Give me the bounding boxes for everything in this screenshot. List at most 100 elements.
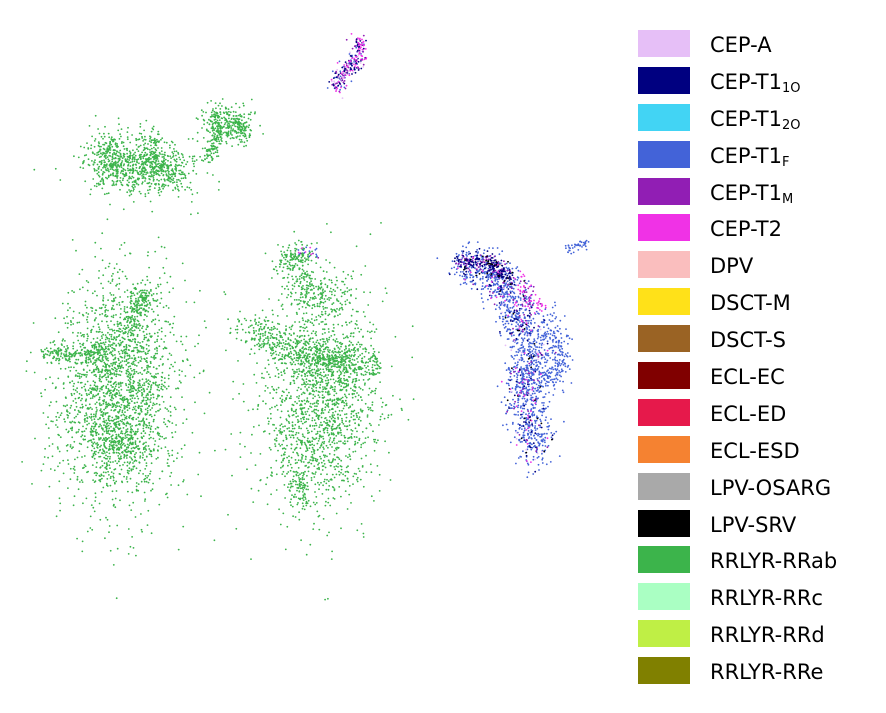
point xyxy=(123,418,126,421)
point xyxy=(133,156,136,159)
point xyxy=(133,354,135,357)
point xyxy=(155,149,158,152)
point xyxy=(121,160,124,162)
point xyxy=(104,439,107,442)
point xyxy=(170,471,173,474)
point xyxy=(90,388,93,391)
point xyxy=(55,419,58,421)
point xyxy=(157,434,160,436)
point xyxy=(232,115,235,117)
point xyxy=(99,378,101,381)
point xyxy=(67,366,70,369)
point xyxy=(212,142,215,145)
point xyxy=(354,427,357,430)
point xyxy=(131,458,134,461)
point xyxy=(217,128,220,130)
point xyxy=(172,287,175,290)
point xyxy=(338,458,341,461)
point xyxy=(184,174,187,177)
point xyxy=(147,344,150,347)
point xyxy=(129,317,132,320)
point xyxy=(353,436,356,438)
point xyxy=(124,254,126,257)
point xyxy=(147,426,150,429)
point xyxy=(179,180,182,182)
point xyxy=(161,395,164,398)
point xyxy=(86,530,89,533)
point xyxy=(319,363,322,366)
point xyxy=(366,414,369,416)
point xyxy=(105,447,108,450)
point xyxy=(157,130,160,133)
point xyxy=(129,177,132,179)
point xyxy=(114,354,116,356)
point xyxy=(171,449,174,452)
point xyxy=(148,332,151,335)
point xyxy=(107,432,109,435)
point xyxy=(262,133,264,135)
point xyxy=(311,387,313,390)
point xyxy=(115,173,118,175)
point xyxy=(157,426,160,429)
point xyxy=(236,135,239,138)
point xyxy=(147,371,150,373)
point xyxy=(123,423,126,426)
point xyxy=(102,143,104,146)
point xyxy=(111,179,114,182)
point xyxy=(150,130,153,133)
point xyxy=(94,241,97,244)
point xyxy=(92,178,95,180)
point xyxy=(133,319,136,322)
point xyxy=(171,151,174,154)
point xyxy=(118,277,121,280)
point xyxy=(130,340,133,343)
point xyxy=(141,436,143,439)
point xyxy=(90,341,92,344)
point xyxy=(85,412,88,415)
point xyxy=(111,396,113,399)
point xyxy=(73,440,76,443)
point xyxy=(155,402,158,405)
point xyxy=(78,377,81,379)
point xyxy=(140,407,142,410)
point xyxy=(138,423,141,425)
point xyxy=(64,405,67,408)
point xyxy=(113,373,116,376)
point xyxy=(97,371,100,374)
point xyxy=(351,396,354,399)
point xyxy=(139,412,141,415)
point xyxy=(316,414,318,416)
point xyxy=(355,320,358,322)
point xyxy=(94,496,97,499)
point xyxy=(205,111,207,114)
point xyxy=(83,154,86,157)
point xyxy=(137,404,140,407)
point xyxy=(147,509,150,512)
point xyxy=(137,178,140,181)
point xyxy=(358,439,361,442)
point xyxy=(171,454,174,457)
point xyxy=(292,430,294,433)
point xyxy=(127,553,130,555)
point xyxy=(143,336,146,339)
point xyxy=(111,406,114,408)
point xyxy=(166,169,169,172)
point xyxy=(165,304,168,307)
point xyxy=(129,434,131,436)
point xyxy=(331,310,333,313)
point xyxy=(153,158,155,161)
point xyxy=(93,441,96,444)
point xyxy=(233,118,235,121)
point xyxy=(131,154,134,157)
point xyxy=(87,389,90,392)
point xyxy=(302,484,304,487)
point xyxy=(311,417,314,419)
point xyxy=(197,473,200,476)
point xyxy=(162,155,165,158)
point xyxy=(151,210,154,213)
point xyxy=(87,440,89,443)
point xyxy=(120,135,122,138)
point xyxy=(218,119,221,121)
point xyxy=(344,395,347,397)
point xyxy=(103,430,106,433)
